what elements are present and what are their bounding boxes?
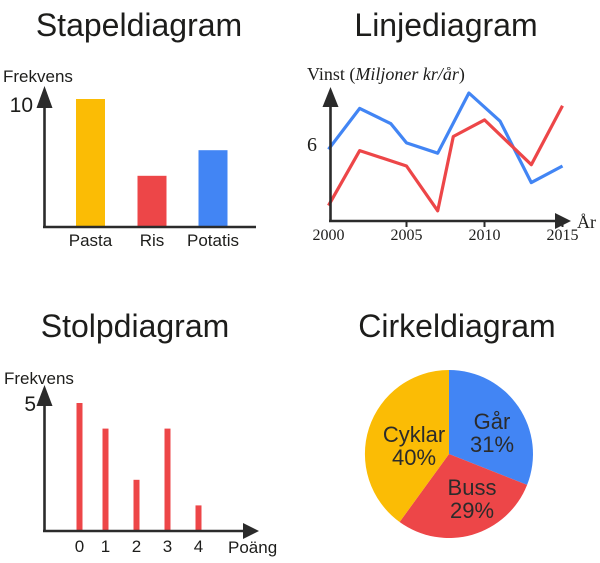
line-chart-plot-area: 2000 2005 2010 2015 — [313, 91, 579, 244]
line-chart-title: Linjediagram — [354, 7, 537, 43]
category-label: 2 — [132, 537, 141, 556]
line-series — [327, 91, 564, 185]
x-tick-label: 2015 — [547, 227, 579, 244]
line-chart-y-tick-label: 6 — [307, 134, 317, 156]
stick-chart-y-tick-label: 5 — [24, 393, 36, 416]
line-chart-y-axis-label: Vinst (Miljoner kr/år) — [307, 64, 465, 85]
stick-chart-x-axis-arrow-icon — [243, 523, 259, 539]
bar-chart-y-axis-label: Frekvens — [3, 67, 73, 86]
pie-slice — [399, 454, 528, 539]
pie-chart-title: Cirkeldiagram — [358, 308, 555, 344]
stick-chart-title: Stolpdiagram — [41, 308, 230, 344]
pie-slice-label: Går — [474, 409, 511, 434]
line-chart-x-axis-label: År — [577, 212, 596, 232]
line-chart-x-axis-arrow-icon — [555, 213, 571, 229]
line-series — [327, 105, 564, 213]
x-tick-label: 2000 — [313, 227, 345, 244]
bar-chart-plot-area: Pasta Ris Potatis — [69, 99, 239, 250]
category-label: 1 — [101, 537, 110, 556]
category-label: Pasta — [69, 231, 113, 250]
line-chart-panel: Linjediagram Vinst (Miljoner kr/år) 6 20… — [300, 0, 600, 285]
line-chart-svg: Linjediagram Vinst (Miljoner kr/år) 6 20… — [307, 7, 596, 244]
stick-column — [195, 505, 202, 531]
pie-slice-label: Cyklar — [383, 422, 445, 447]
pie-slice-label: Buss — [448, 475, 497, 500]
stick-column — [76, 403, 83, 531]
stick-column — [133, 479, 140, 531]
stick-chart-y-axis-label: Frekvens — [4, 369, 74, 388]
pie-slice-percent: 29% — [450, 498, 494, 523]
bar — [137, 175, 167, 227]
x-tick-label: 2005 — [391, 227, 423, 244]
x-tick-label: 2010 — [469, 227, 501, 244]
pie-slice-percent: 40% — [392, 445, 436, 470]
stick-column — [164, 428, 171, 531]
pie-chart-panel: Cirkeldiagram Går 31% Buss 29% Cyklar 40% — [300, 280, 600, 563]
category-label: 4 — [194, 537, 203, 556]
bar-chart-title: Stapeldiagram — [36, 7, 242, 43]
category-label: 0 — [75, 537, 84, 556]
bar — [198, 150, 228, 227]
category-label: 3 — [163, 537, 172, 556]
line-chart-y-axis-arrow-icon — [322, 87, 339, 107]
bar-chart-svg: Stapeldiagram Frekvens 10 Pasta Ris Potati… — [3, 7, 256, 250]
category-label: Potatis — [187, 231, 239, 250]
pie-slice — [364, 369, 449, 522]
category-label: Ris — [140, 231, 165, 250]
bar-chart-panel: Stapeldiagram Frekvens 10 Pasta Ris Potati… — [0, 0, 300, 285]
stick-column — [102, 428, 109, 531]
bar-chart-y-tick-label: 10 — [10, 94, 33, 117]
bar-chart-y-axis-arrow-icon — [36, 86, 53, 108]
stick-chart-x-axis-label: Poäng — [228, 538, 277, 557]
stick-chart-y-axis-arrow-icon — [36, 385, 53, 406]
pie-slice-percent: 31% — [470, 432, 514, 457]
bar — [76, 99, 105, 227]
pie-slice — [449, 370, 533, 485]
